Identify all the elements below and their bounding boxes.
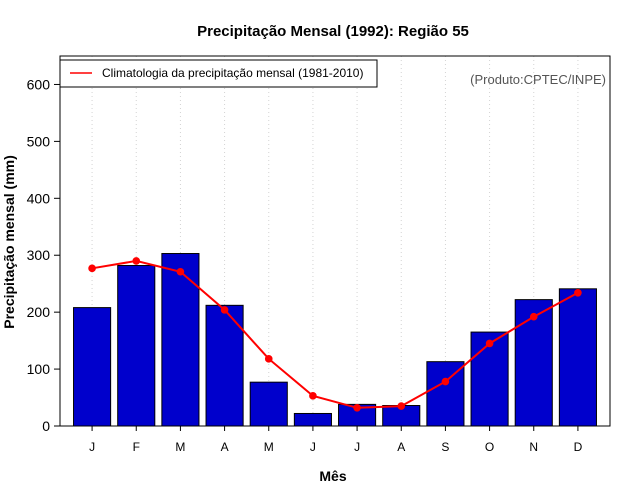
y-axis-label: Precipitação mensal (mm) <box>1 155 17 329</box>
y-tick-label-200: 200 <box>27 304 51 320</box>
x-tick-label-3: M <box>175 440 185 454</box>
climatology-line <box>91 259 579 409</box>
bar-1 <box>73 307 112 427</box>
climatology-point-2 <box>132 257 141 265</box>
y-tick-label-0: 0 <box>42 418 50 434</box>
x-tick-label-1: J <box>89 440 95 454</box>
legend-label: Climatologia da precipitação mensal (198… <box>102 66 363 80</box>
climatology-point-10 <box>485 339 494 348</box>
climatology-point-5 <box>264 355 273 363</box>
plot-frame <box>59 55 611 427</box>
climatology-point-4 <box>220 306 229 314</box>
climatology-point-9 <box>441 377 450 386</box>
y-tick-label-100: 100 <box>27 361 51 377</box>
bar-2 <box>117 264 156 427</box>
climatology-point-11 <box>529 312 538 321</box>
y-tick-label-500: 500 <box>27 133 51 149</box>
bar-4 <box>205 304 244 427</box>
climatology-point-7 <box>353 403 361 412</box>
climatology-point-3 <box>176 267 185 276</box>
bar-10 <box>470 331 509 427</box>
bars <box>73 253 597 427</box>
climatology-point-1 <box>88 264 96 273</box>
y-axis: 0 100 200 300 400 500 600 <box>27 76 60 434</box>
bar-6 <box>293 412 332 427</box>
x-tick-label-9: S <box>441 440 449 454</box>
climatology-line-layer <box>88 257 582 412</box>
bar-9 <box>426 361 465 427</box>
bar-11 <box>514 299 553 427</box>
x-axis-label: Mês <box>319 468 346 484</box>
chart-title: Precipitação Mensal (1992): Região 55 <box>197 23 469 40</box>
x-tick-label-8: A <box>397 440 405 454</box>
y-tick-label-400: 400 <box>27 190 51 206</box>
legend-box <box>59 59 378 88</box>
y-tick-label-300: 300 <box>27 247 51 263</box>
x-tick-label-12: D <box>574 440 583 454</box>
x-tick-label-4: A <box>221 440 229 454</box>
climatology-point-8 <box>397 402 406 410</box>
x-tick-label-10: O <box>485 440 494 454</box>
y-tick-label-600: 600 <box>27 76 51 92</box>
x-tick-label-6: J <box>310 440 316 454</box>
climatology-point-12 <box>574 289 582 297</box>
climatology-point-6 <box>309 392 317 400</box>
x-tick-label-11: N <box>529 440 538 454</box>
bar-3 <box>161 253 200 427</box>
x-tick-label-2: F <box>133 440 140 454</box>
bar-5 <box>249 381 288 427</box>
x-tick-label-5: M <box>264 440 274 454</box>
x-tick-label-7: J <box>354 440 360 454</box>
credit-text: (Produto:CPTEC/INPE) <box>470 72 606 87</box>
legend: Climatologia da precipitação mensal (198… <box>59 59 378 88</box>
bar-12 <box>558 288 597 427</box>
